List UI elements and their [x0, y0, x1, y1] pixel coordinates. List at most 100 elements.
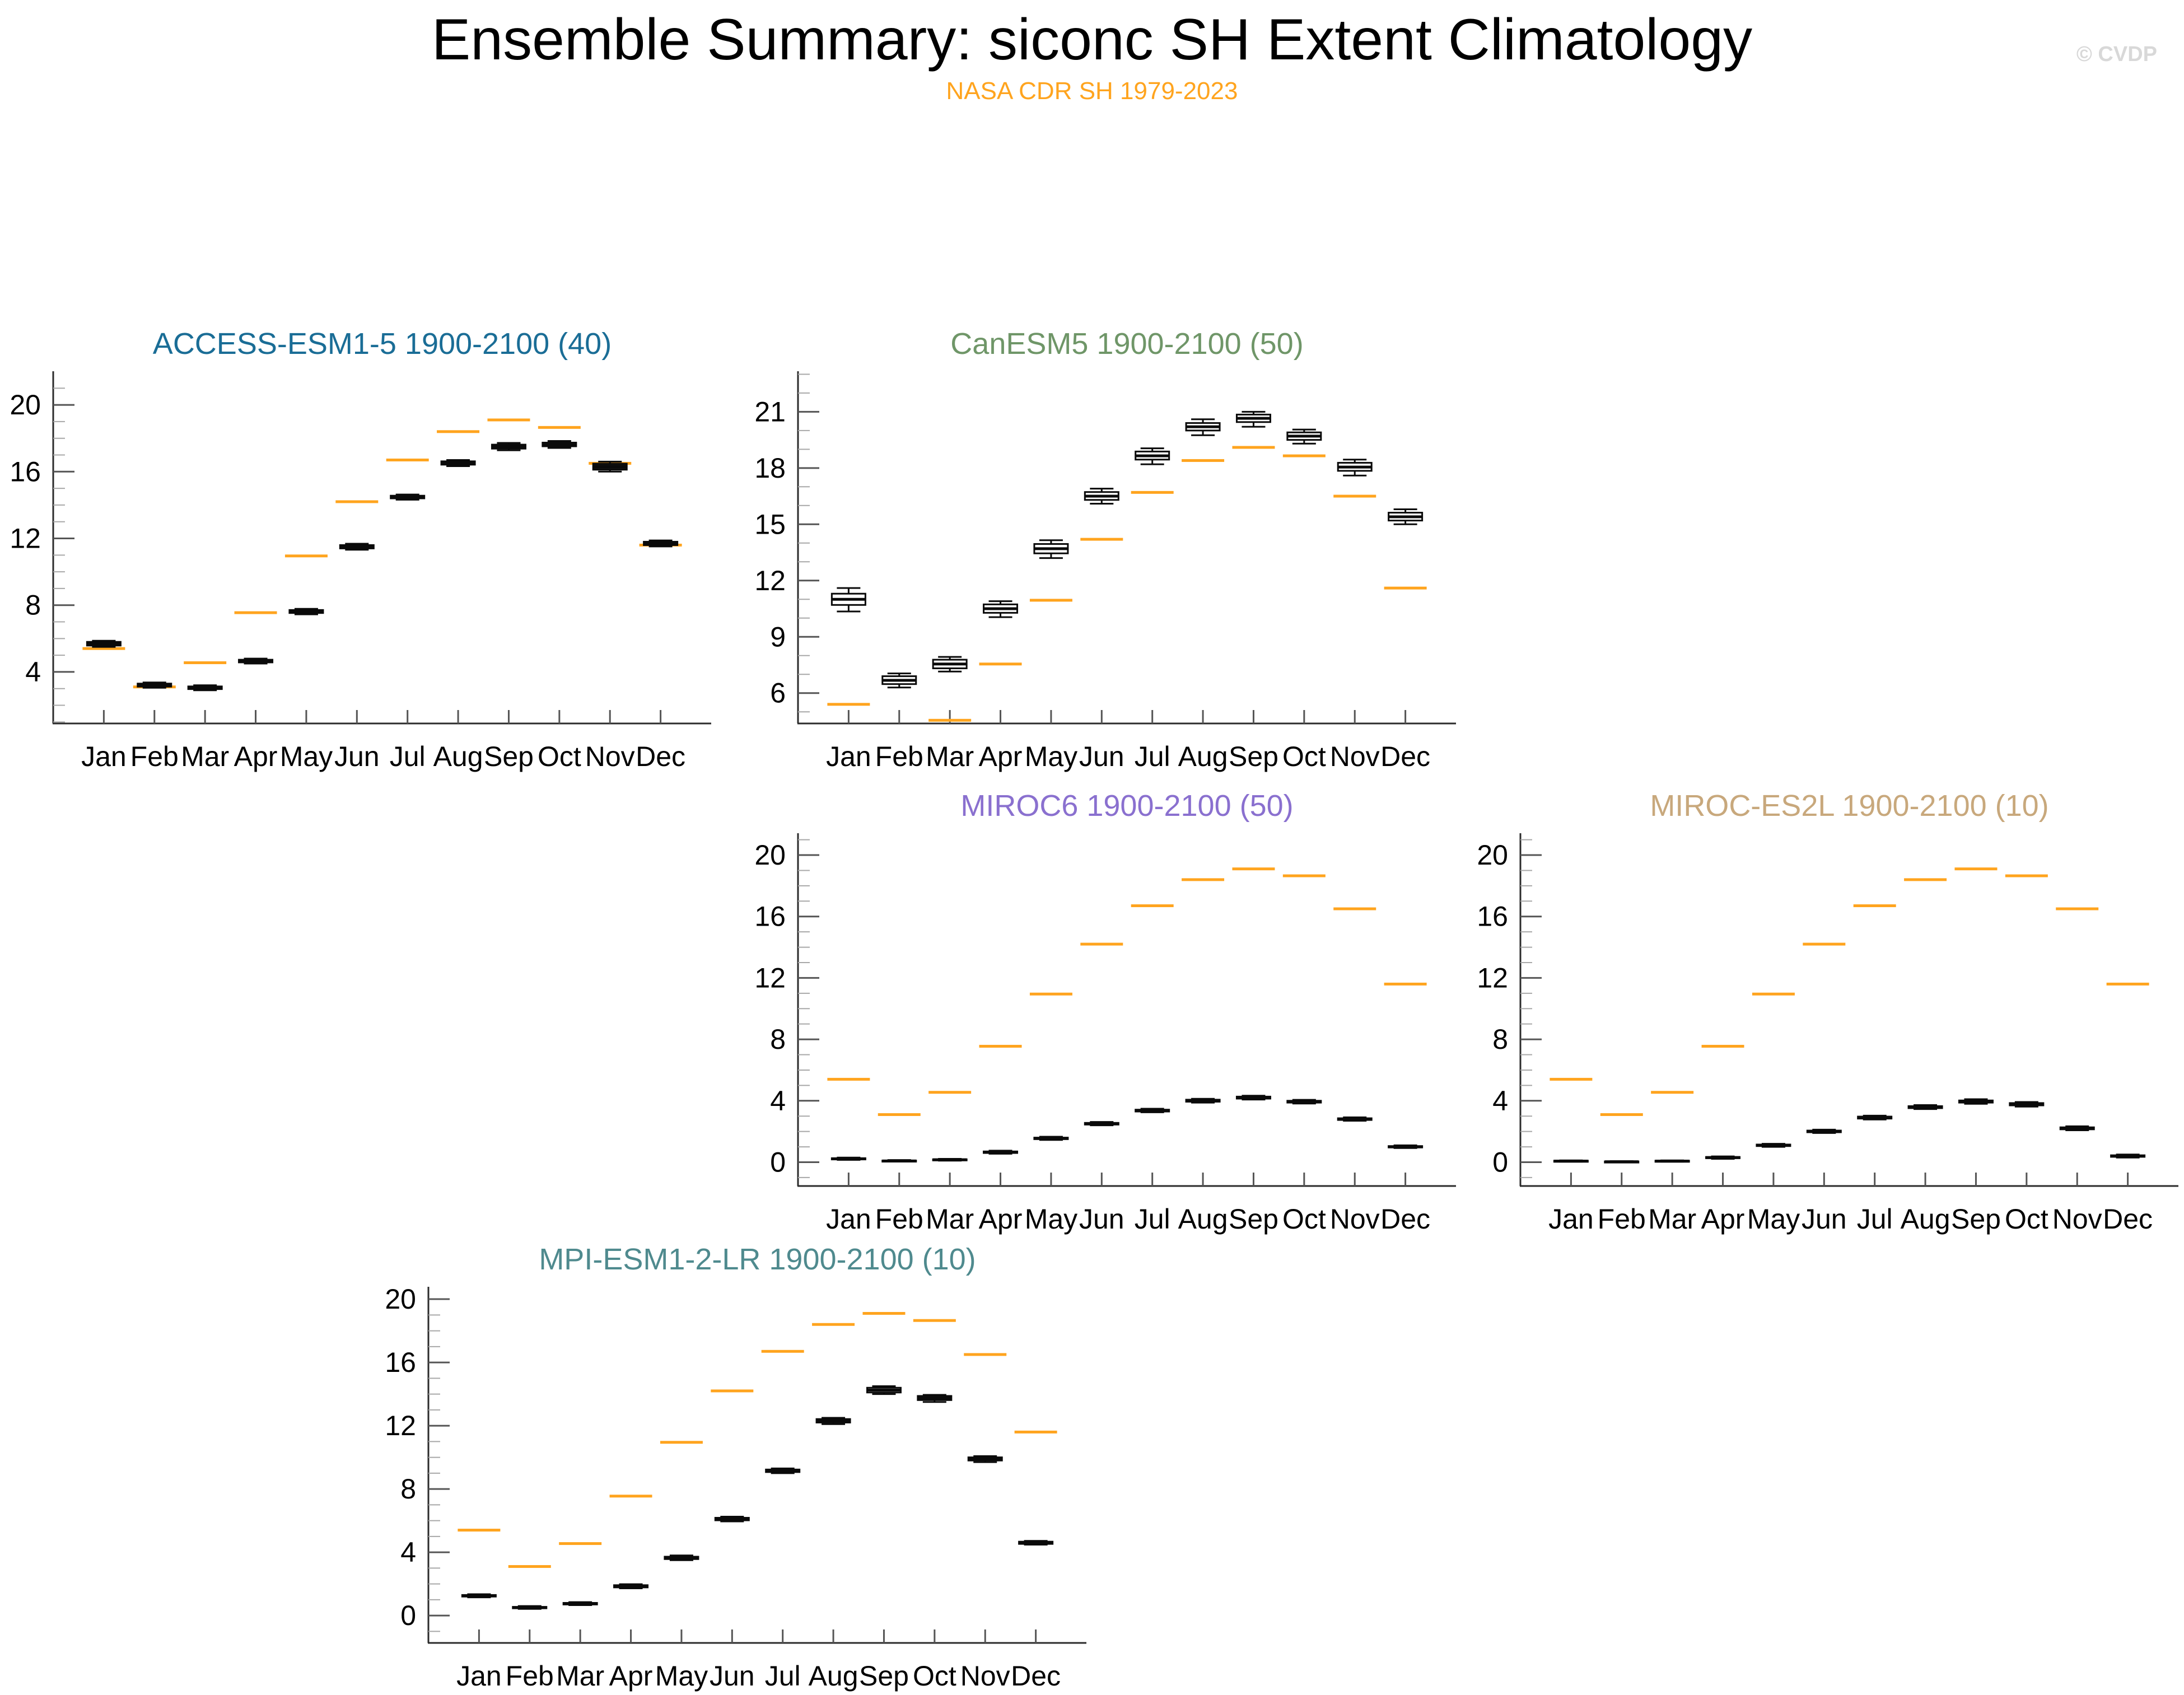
month-label: Jan [456, 1660, 502, 1692]
y-tick-label: 4 [1492, 1085, 1508, 1117]
median-line [1085, 494, 1119, 498]
month-label: Aug [809, 1660, 858, 1692]
median-line [1655, 1160, 1690, 1163]
obs-line [1550, 1077, 1593, 1081]
month-label: Jul [765, 1660, 801, 1692]
y-tick-label: 16 [1477, 901, 1508, 932]
obs-line [913, 1319, 956, 1322]
y-tick-label: 8 [770, 1024, 786, 1055]
median-line [137, 684, 171, 687]
month-label: Mar [181, 741, 229, 772]
panel-title-canesm5: CanESM5 1900-2100 (50) [950, 327, 1304, 361]
obs-line [827, 1077, 870, 1081]
median-line [1135, 454, 1169, 457]
median-line [390, 496, 424, 499]
median-line [563, 1602, 598, 1605]
median-line [1236, 417, 1271, 420]
obs-line [660, 1441, 703, 1444]
median-line [1034, 547, 1068, 550]
month-label: Jan [81, 741, 127, 772]
obs-line [928, 718, 972, 722]
median-line [933, 662, 967, 666]
month-label: Feb [1598, 1203, 1646, 1235]
month-label: Dec [636, 741, 685, 772]
median-line [832, 597, 866, 601]
median-line [1287, 435, 1321, 438]
median-line [643, 541, 678, 545]
obs-line [487, 418, 530, 422]
y-tick-label: 8 [25, 590, 41, 621]
y-tick-label: 9 [770, 621, 786, 652]
median-line [1186, 425, 1220, 428]
month-label: Sep [484, 741, 534, 772]
y-tick-label: 0 [770, 1146, 786, 1178]
month-label: Dec [1380, 1203, 1430, 1235]
month-label: Sep [1229, 741, 1278, 772]
median-line [882, 1159, 916, 1162]
month-label: Jun [334, 741, 380, 772]
median-line [1034, 1137, 1068, 1140]
month-label: Jun [1079, 741, 1124, 772]
month-label: Apr [1701, 1203, 1745, 1235]
median-line [1807, 1130, 1841, 1133]
month-label: Oct [2005, 1203, 2048, 1235]
median-line [1085, 1122, 1119, 1126]
y-tick-label: 0 [400, 1600, 416, 1631]
y-tick-label: 21 [754, 396, 786, 427]
median-line [614, 1585, 648, 1588]
median-line [1236, 1096, 1271, 1099]
y-tick-label: 16 [10, 456, 41, 487]
obs-line [862, 1311, 906, 1315]
obs-line [1333, 494, 1376, 498]
median-line [188, 686, 222, 689]
panel-title-miroc6: MIROC6 1900-2100 (50) [960, 789, 1294, 823]
obs-line [2106, 982, 2149, 986]
y-tick-label: 12 [1477, 962, 1508, 993]
median-line [340, 545, 374, 548]
obs-line [1904, 878, 1947, 881]
median-line [1959, 1100, 1993, 1103]
median-line [1706, 1156, 1740, 1159]
obs-line [335, 500, 379, 503]
month-label: May [1025, 741, 1077, 772]
month-label: Nov [1330, 1203, 1380, 1235]
month-label: Sep [859, 1660, 909, 1692]
obs-line [964, 1353, 1007, 1356]
month-label: Jun [1802, 1203, 1847, 1235]
obs-line [1954, 867, 1998, 871]
median-line [1388, 515, 1422, 519]
obs-line [1029, 599, 1072, 602]
obs-line [1282, 874, 1326, 877]
median-line [1135, 1109, 1169, 1112]
median-line [1338, 465, 1372, 469]
obs-line [979, 662, 1022, 666]
obs-line [1029, 992, 1072, 996]
median-line [766, 1469, 800, 1473]
obs-line [437, 430, 480, 433]
obs-line [1232, 867, 1275, 871]
obs-line [1384, 982, 1427, 986]
panel-title-mpi-esm1-2-lr: MPI-ESM1-2-LR 1900-2100 (10) [539, 1243, 976, 1276]
obs-line [1182, 459, 1225, 462]
median-line [917, 1397, 951, 1400]
y-tick-label: 8 [400, 1473, 416, 1505]
obs-line [559, 1542, 602, 1545]
subtitle: NASA CDR SH 1979-2023 [946, 77, 1238, 105]
month-label: Oct [1282, 741, 1326, 772]
y-tick-label: 20 [1477, 839, 1508, 871]
median-line [2111, 1155, 2145, 1158]
median-line [933, 1158, 967, 1161]
month-label: Nov [585, 741, 635, 772]
month-label: Jul [390, 741, 426, 772]
median-line [593, 465, 627, 468]
obs-line [1080, 538, 1123, 541]
y-tick-label: 16 [385, 1347, 416, 1378]
month-label: Oct [913, 1660, 956, 1692]
median-line [882, 679, 916, 682]
obs-line [979, 1044, 1022, 1048]
obs-line [386, 458, 429, 461]
median-line [664, 1556, 698, 1559]
panel-title-access-esm1-5: ACCESS-ESM1-5 1900-2100 (40) [152, 327, 612, 361]
month-label: Sep [1229, 1203, 1278, 1235]
